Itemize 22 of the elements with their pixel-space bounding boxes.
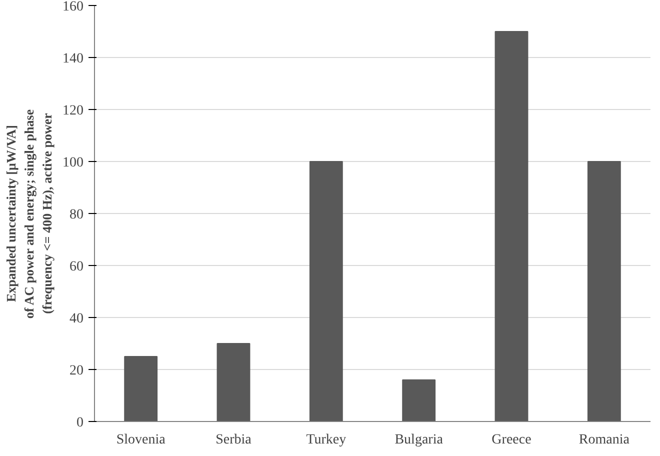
y-tick-label: 0	[76, 416, 84, 430]
y-tick-label: 120	[62, 104, 84, 118]
y-tick-label: 100	[62, 156, 84, 170]
y-tick-label: 60	[70, 260, 84, 274]
y-tick-label: 40	[70, 312, 84, 326]
bar	[309, 161, 343, 422]
bar	[402, 379, 436, 422]
y-axis-title: Expanded uncertainty [µW/VA] of AC power and energy; single phase (frequency <= 400 Hz), active power	[4, 109, 54, 319]
bar	[494, 31, 528, 422]
x-tick-label: Bulgaria	[394, 432, 444, 448]
x-tick-label: Slovenia	[116, 432, 166, 448]
y-tick-label: 160	[62, 0, 84, 14]
y-tick-label: 80	[70, 208, 84, 222]
x-tick-label: Turkey	[306, 432, 346, 448]
x-tick-label: Romania	[578, 432, 630, 448]
bar	[587, 161, 621, 422]
x-tick-label: Greece	[492, 432, 532, 448]
bar	[124, 356, 158, 422]
bar	[216, 343, 250, 422]
x-tick-label: Serbia	[216, 432, 252, 448]
y-tick-label: 140	[62, 52, 84, 66]
y-tick-label: 20	[70, 364, 84, 378]
